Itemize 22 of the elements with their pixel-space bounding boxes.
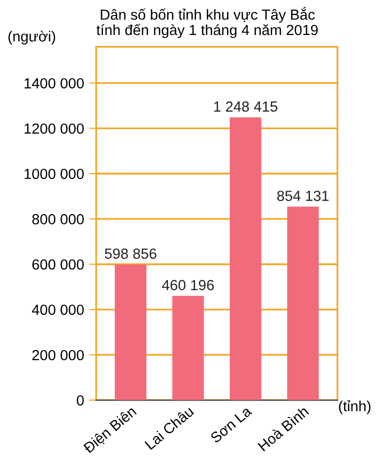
y-tick-label: 400 000 bbox=[32, 304, 84, 315]
bar bbox=[172, 296, 204, 400]
data-label: 598 856 bbox=[104, 248, 156, 259]
chart-title: Dân số bốn tỉnh khu vực Tây Bắc tính đến ngày 1 tháng 4 năm 2019 bbox=[96, 7, 318, 38]
y-tick-label: 800 000 bbox=[32, 214, 84, 224]
y-tick-label: 0 bbox=[76, 395, 84, 406]
x-tick-label: Sơn La bbox=[210, 405, 252, 444]
bar bbox=[230, 117, 262, 400]
y-tick-label: 1200 000 bbox=[24, 123, 84, 134]
bar bbox=[287, 206, 319, 400]
data-label: 854 131 bbox=[277, 190, 329, 202]
y-tick-label: 600 000 bbox=[32, 259, 84, 270]
data-label: 1 248 415 bbox=[214, 101, 278, 112]
x-tick-label: Hoà Bình bbox=[257, 405, 310, 452]
data-label: 460 196 bbox=[162, 280, 214, 290]
y-axis-title: (người) bbox=[8, 30, 56, 44]
x-axis-title: (tỉnh) bbox=[339, 400, 370, 414]
y-tick-label: 200 000 bbox=[32, 350, 84, 360]
x-tick-label: Điện Biên bbox=[82, 406, 138, 456]
y-tick-label: 1400 000 bbox=[24, 78, 84, 88]
bar bbox=[114, 264, 146, 400]
y-tick-label: 1000 000 bbox=[24, 168, 84, 180]
